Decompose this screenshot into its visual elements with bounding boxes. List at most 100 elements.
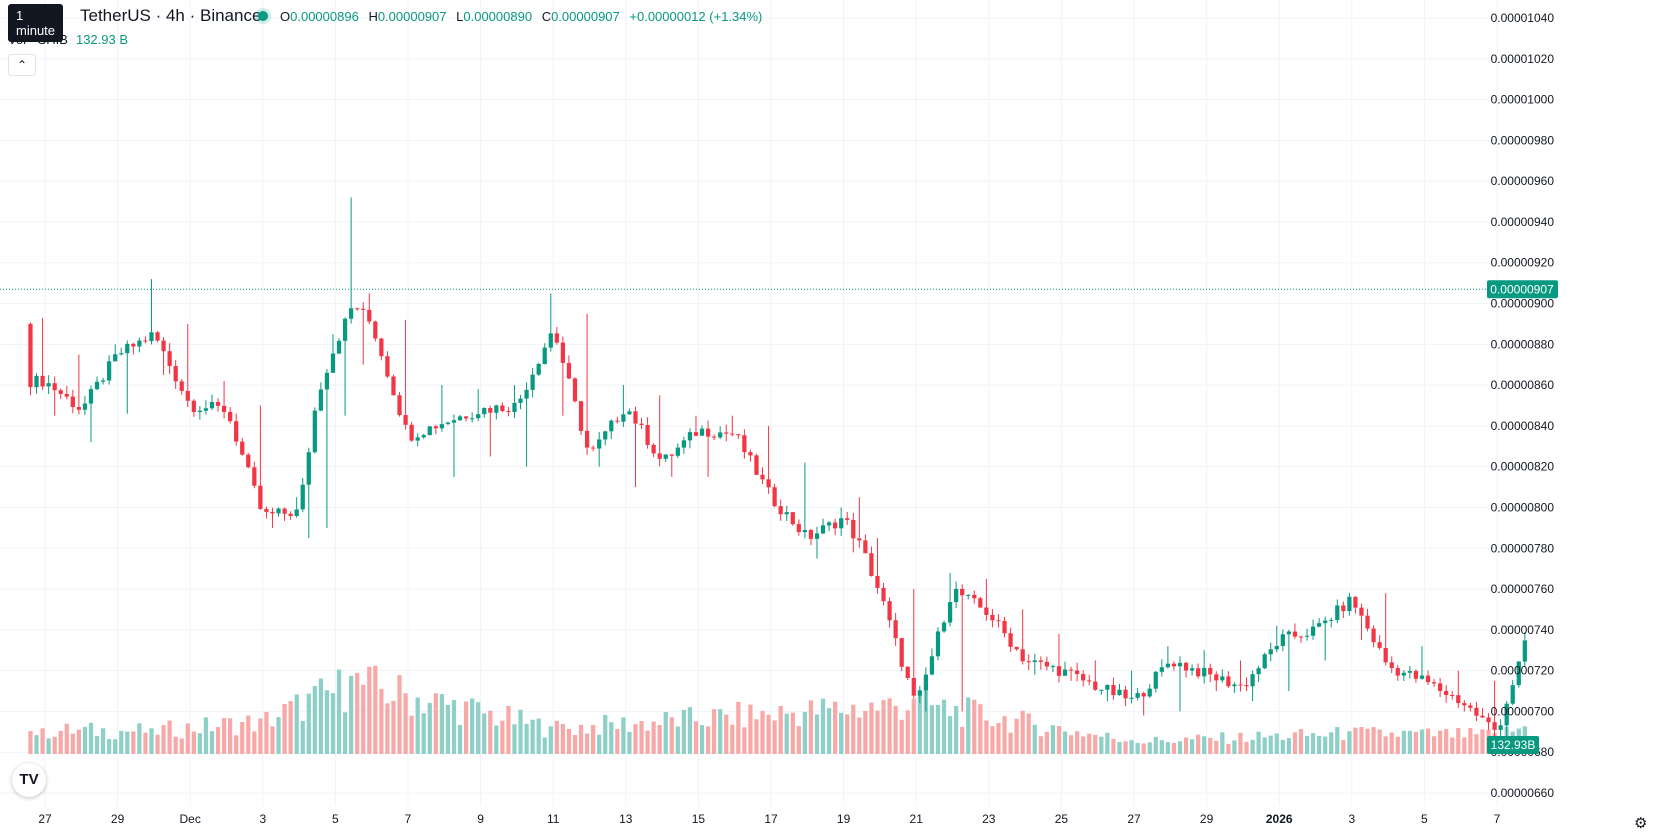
volume-bar: [712, 709, 717, 754]
candle-body: [1310, 626, 1316, 636]
time-tick-label: 23: [982, 812, 996, 826]
candle-body: [1014, 646, 1019, 650]
volume-bar: [1474, 734, 1479, 754]
volume-bar: [1256, 731, 1261, 754]
candle-body: [1196, 668, 1201, 677]
candle-body: [1383, 647, 1388, 663]
candle-body: [687, 432, 693, 441]
volume-bar: [560, 723, 565, 754]
candle-body: [597, 439, 602, 449]
time-tick-label: 17: [764, 812, 778, 826]
candle-body: [113, 354, 118, 362]
candle-body: [1492, 722, 1497, 730]
candle-body: [349, 308, 354, 319]
candle-body: [246, 454, 251, 468]
volume-bar: [1026, 713, 1031, 754]
candle-body: [119, 353, 124, 355]
candle-body: [578, 401, 584, 431]
candle-body: [1335, 605, 1340, 620]
volume-bar: [966, 697, 971, 754]
volume-bar: [1425, 728, 1431, 754]
candle-body: [923, 674, 928, 691]
volume-bar: [990, 726, 995, 754]
volume-bar: [470, 698, 475, 754]
time-tick-label: 3: [259, 812, 266, 826]
candle-body: [621, 414, 626, 422]
volume-bar: [439, 694, 444, 754]
candle-body: [367, 309, 372, 322]
gear-icon[interactable]: ⚙: [1634, 815, 1648, 832]
candle-body: [234, 421, 239, 442]
candle-body: [820, 525, 826, 534]
volume-bar: [796, 726, 801, 754]
candle-body: [893, 620, 898, 639]
candle-body: [1431, 682, 1437, 684]
candle-body: [52, 383, 57, 391]
price-tick-label: 0.00000780: [1491, 541, 1555, 555]
volume-bar: [1183, 737, 1189, 754]
volume-bar: [1220, 732, 1225, 754]
volume-bar: [173, 736, 178, 754]
candle-body: [929, 656, 935, 675]
candle-body: [409, 424, 414, 441]
candle-body: [1419, 675, 1425, 679]
volume-bar: [409, 715, 414, 754]
volume-bar: [342, 712, 348, 754]
candle-body: [476, 414, 481, 419]
symbol-title[interactable]: TetherUS · 4h · Binance: [80, 6, 262, 25]
volume-bar: [282, 703, 287, 754]
candle-body: [300, 484, 305, 510]
candle-body: [373, 321, 378, 339]
volume-bar: [1262, 737, 1267, 754]
volume-bar: [1044, 731, 1049, 754]
volume-bar: [1383, 736, 1388, 754]
volume-bar: [748, 704, 753, 754]
volume-bar: [905, 710, 910, 754]
volume-bar: [373, 665, 378, 754]
candle-body: [833, 522, 838, 529]
volume-bar: [155, 734, 160, 754]
candle-body: [1413, 671, 1419, 679]
volume-bar: [524, 723, 529, 754]
collapse-legend-button[interactable]: ⌃: [8, 54, 36, 76]
candle-body: [1516, 661, 1521, 686]
open-value: 0.00000896: [290, 9, 359, 24]
candle-body: [1056, 666, 1062, 676]
volume-bar: [960, 726, 965, 754]
volume-bar: [1129, 740, 1134, 754]
time-tick-label: 19: [837, 812, 851, 826]
volume-bar: [403, 693, 408, 754]
volume-bar: [221, 718, 227, 754]
volume-bar: [445, 704, 451, 754]
candle-body: [391, 376, 396, 396]
candle-body: [1038, 660, 1043, 662]
volume-bar: [397, 675, 402, 754]
volume-bar: [76, 729, 81, 754]
tradingview-logo[interactable]: TV: [12, 763, 46, 797]
candle-body: [258, 485, 263, 509]
volume-bar: [1056, 726, 1062, 754]
candle-body: [814, 533, 820, 539]
candle-body: [633, 411, 638, 424]
volume-bar: [808, 700, 814, 754]
volume-bar: [512, 724, 517, 754]
candle-body: [1202, 667, 1207, 677]
volume-bar: [288, 701, 293, 754]
candle-body: [1135, 693, 1140, 698]
time-tick-label: 27: [38, 812, 52, 826]
volume-bar: [149, 728, 154, 754]
candle-body: [282, 508, 287, 514]
candle-body: [839, 518, 844, 529]
candle-body: [699, 428, 705, 436]
candle-body: [536, 363, 541, 375]
candle-body: [615, 420, 620, 422]
candle-body: [191, 400, 196, 413]
candle-body: [554, 333, 559, 343]
candle-body: [228, 411, 233, 422]
volume-bar: [107, 739, 112, 754]
candle-body: [1329, 619, 1334, 621]
volume-bar: [488, 710, 493, 754]
volume-bar: [94, 736, 100, 754]
candle-body: [427, 426, 432, 436]
